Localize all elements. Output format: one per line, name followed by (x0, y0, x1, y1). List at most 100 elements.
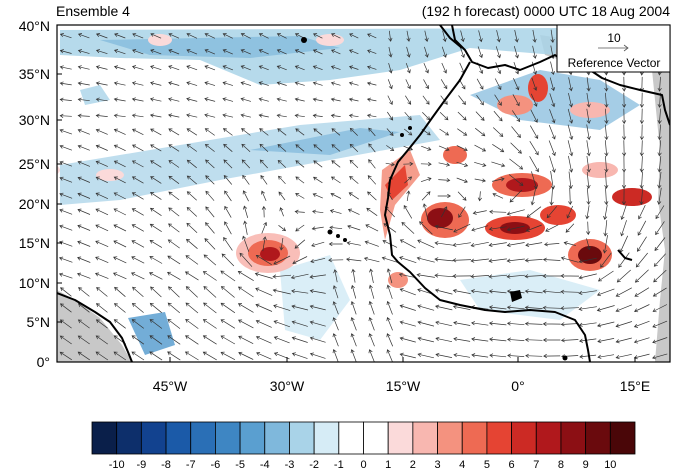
wind-vector (131, 319, 145, 329)
wind-vector (113, 81, 126, 86)
wind-vector (59, 192, 73, 199)
wind-vector (149, 272, 163, 280)
wind-vector (224, 205, 232, 218)
reference-vector-label: Reference Vector (568, 56, 661, 70)
wind-vector (578, 306, 597, 312)
wind-vector (77, 160, 91, 167)
wind-vector (349, 33, 359, 39)
wind-vector (434, 273, 454, 278)
wind-vector (657, 187, 662, 205)
wind-vector (510, 142, 522, 154)
wind-vector (368, 316, 375, 331)
panel-title: Ensemble 4 (56, 3, 130, 19)
wind-vector (604, 92, 609, 108)
wind-vector (529, 141, 539, 156)
wind-vector (349, 127, 358, 136)
wind-vector (59, 144, 73, 151)
wind-vector (386, 145, 395, 151)
wind-vector (186, 81, 198, 86)
wind-vector (328, 258, 344, 263)
wind-vector (524, 274, 543, 279)
wind-vector (332, 317, 339, 331)
wind-vector (59, 128, 73, 135)
wind-vector (77, 192, 91, 199)
wind-vector (202, 335, 217, 345)
wind-vector (403, 161, 414, 166)
wind-vector (366, 81, 377, 86)
wind-vector (203, 286, 217, 298)
wind-vector (406, 30, 411, 42)
wind-vector (346, 257, 362, 262)
wind-vector (186, 191, 197, 201)
wind-vector (417, 336, 434, 343)
wind-vector (240, 33, 251, 39)
wind-vector (347, 224, 361, 231)
wind-vector (492, 192, 504, 199)
wind-vector (639, 187, 644, 206)
wind-vector (167, 302, 181, 314)
wind-vector (596, 305, 615, 312)
wind-vector (131, 160, 144, 168)
wind-vector (381, 256, 398, 263)
wind-vector (295, 160, 305, 168)
wind-vector (96, 287, 108, 297)
wind-vector (368, 284, 375, 299)
colorbar-swatch (437, 421, 463, 455)
wind-vector (417, 239, 435, 249)
wind-vector (386, 300, 393, 315)
wind-vector (295, 176, 305, 184)
colorbar-label: 8 (558, 459, 564, 471)
wind-vector (309, 352, 326, 359)
wind-vector (456, 161, 469, 167)
wind-vector (77, 81, 90, 86)
wind-vector (452, 273, 472, 279)
wind-vector (186, 113, 198, 118)
wind-vector (560, 338, 579, 343)
wind-vector (495, 46, 501, 59)
wind-vector (131, 113, 144, 118)
wind-vector (489, 337, 507, 342)
wind-vector (95, 81, 108, 86)
wind-vector (474, 144, 487, 152)
wind-vector (243, 205, 249, 218)
colorbar-swatch (486, 421, 512, 455)
wind-vector (149, 302, 162, 313)
wind-vector (168, 160, 180, 168)
wind-vector (530, 93, 538, 107)
wind-vector (514, 29, 519, 43)
wind-vector (292, 256, 308, 265)
colorbar-swatch (116, 421, 142, 455)
colorbar-swatch (461, 421, 488, 455)
wind-vector (131, 351, 145, 361)
colorbar-labels: -10 -9 -8 -7 -6 -5 -4 -3 -2 -1 0 1 2 3 4 5 6 7 8 9 10 (109, 459, 617, 471)
wind-vector (150, 192, 162, 200)
wind-vector (639, 140, 644, 157)
wind-vector (312, 81, 323, 86)
wind-vector (367, 175, 377, 185)
colorbar-swatch (239, 421, 266, 455)
wind-vector (386, 284, 393, 299)
wind-vector (604, 108, 609, 124)
wind-vector (657, 124, 662, 141)
colorbar-swatch (140, 421, 167, 455)
wind-vector (439, 128, 450, 136)
wind-vector (313, 128, 323, 136)
wind-vector (77, 33, 90, 39)
wind-vector (149, 319, 163, 329)
lat-label-20n: 20°N (19, 196, 50, 212)
wind-vector (295, 224, 305, 232)
wind-vector (348, 97, 359, 102)
wind-vector (150, 160, 162, 168)
wind-vector (95, 113, 108, 118)
wind-vector (586, 187, 591, 205)
wind-vector (310, 257, 326, 264)
wind-vector (59, 81, 72, 86)
wind-vector (77, 144, 90, 151)
wind-vector (585, 205, 590, 220)
wind-vector (452, 258, 472, 263)
wind-vector (542, 305, 561, 310)
wind-vector (542, 321, 561, 327)
wind-vector (131, 192, 144, 200)
wind-vector (59, 49, 72, 54)
wind-vector (387, 79, 393, 90)
